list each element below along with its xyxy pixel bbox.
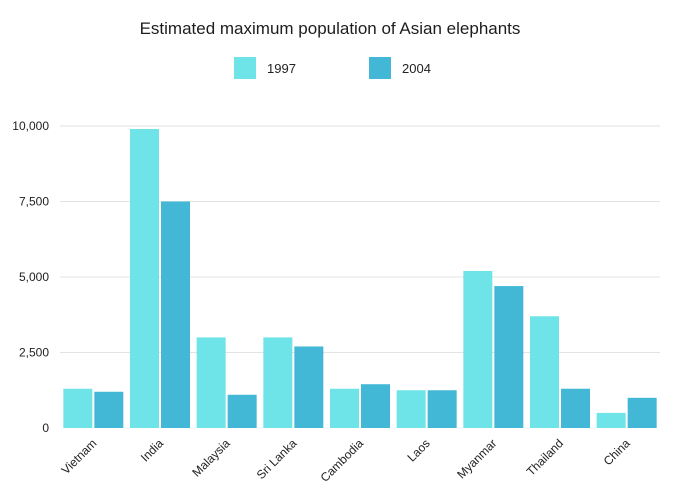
bar-cambodia-2004	[361, 384, 390, 428]
bar-sri-lanka-2004	[294, 346, 324, 428]
bar-cambodia-1997	[330, 388, 359, 428]
y-tick-label: 5,000	[19, 270, 49, 284]
x-tick-label-malaysia: Malaysia	[189, 436, 233, 480]
x-tick-label-india: India	[138, 436, 167, 465]
legend-swatch-1997	[234, 57, 256, 79]
bar-malaysia-1997	[196, 337, 226, 428]
x-axis: Vietnam India Malaysia Sri Lanka Cambodia Lao…	[59, 436, 633, 485]
legend-label-1997: 1997	[267, 61, 296, 76]
legend-swatch-2004	[369, 57, 391, 79]
y-tick-label: 7,500	[19, 195, 49, 209]
bar-myanmar-1997	[463, 270, 493, 428]
chart-title: Estimated maximum population of Asian el…	[140, 19, 521, 38]
y-tick-label: 0	[42, 421, 49, 435]
x-tick-label-myanmar: Myanmar	[454, 436, 499, 481]
y-tick-label: 10,000	[12, 119, 49, 133]
bar-thailand-2004	[561, 388, 590, 428]
legend: 1997 2004	[234, 57, 431, 79]
bar-vietnam-2004	[94, 391, 124, 428]
bar-india-2004	[161, 201, 190, 428]
bar-laos-1997	[396, 390, 426, 428]
gridlines	[60, 125, 660, 353]
bar-thailand-1997	[530, 316, 559, 428]
x-tick-label-thailand: Thailand	[524, 436, 566, 478]
bar-myanmar-2004	[494, 286, 524, 428]
x-tick-label-china: China	[601, 436, 633, 468]
bar-vietnam-1997	[63, 388, 93, 428]
bar-laos-2004	[427, 390, 457, 428]
bar-china-2004	[627, 397, 657, 428]
bar-sri-lanka-1997	[263, 337, 293, 428]
bar-malaysia-2004	[227, 394, 257, 428]
x-tick-label-vietnam: Vietnam	[59, 436, 100, 477]
y-tick-label: 2,500	[19, 346, 49, 360]
bar-india-1997	[130, 129, 159, 428]
legend-label-2004: 2004	[402, 61, 431, 76]
x-tick-label-cambodia: Cambodia	[318, 436, 367, 485]
bars	[63, 129, 657, 428]
bar-china-1997	[596, 412, 626, 428]
x-tick-label-sri-lanka: Sri Lanka	[254, 436, 300, 482]
y-axis: 0 2,500 5,000 7,500 10,000	[12, 119, 49, 435]
x-tick-label-laos: Laos	[404, 436, 432, 464]
